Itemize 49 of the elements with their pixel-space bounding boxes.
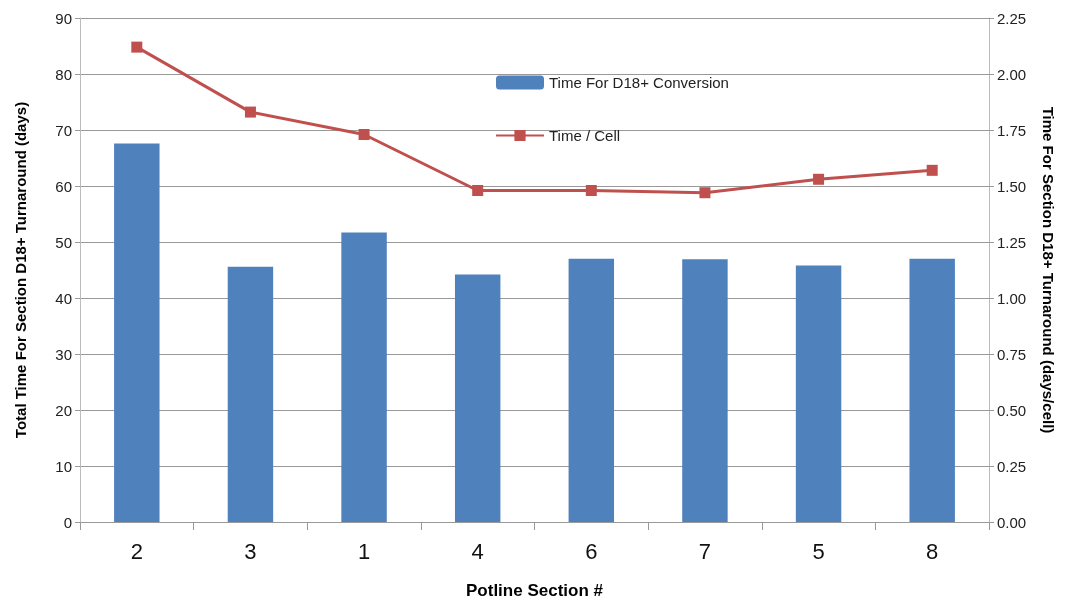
- y2-axis-title: Time For Section D18+ Turnaround (days/cell): [1040, 106, 1057, 434]
- y-axis-title: Total Time For Section D18+ Turnaround (days): [12, 101, 29, 439]
- y-tick-label: 70: [55, 121, 72, 139]
- y2-tick-label: 1.50: [997, 177, 1027, 195]
- x-tick-label: 8: [926, 538, 939, 564]
- y2-tick-label: 0.00: [997, 513, 1027, 531]
- y-tick-label: 10: [55, 457, 72, 475]
- x-tick-label: 1: [357, 538, 371, 564]
- point: [244, 106, 256, 118]
- y-tick-label: 20: [55, 401, 72, 419]
- y-tick-label: 80: [55, 65, 72, 83]
- y2-tick-label: 0.50: [997, 401, 1027, 419]
- point: [585, 184, 597, 196]
- x-tick-label: 7: [698, 538, 712, 564]
- bar: [341, 232, 387, 522]
- y-tick-label: 90: [55, 9, 72, 27]
- x-tick-label: 5: [812, 538, 825, 564]
- y2-tick-label: 0.25: [997, 457, 1027, 475]
- bar: [795, 265, 842, 522]
- y-tick-label: 60: [55, 177, 72, 195]
- y2-tick-label: 1.25: [997, 233, 1027, 251]
- y-tick-label: 40: [55, 289, 72, 307]
- y2-tick-label: 2.00: [997, 65, 1027, 83]
- y-tick-label: 50: [55, 233, 72, 251]
- bar: [568, 258, 615, 522]
- bar: [454, 274, 501, 522]
- legend-label: Time / Cell: [549, 127, 621, 144]
- point: [472, 184, 484, 196]
- y-tick-label: 0: [63, 513, 72, 531]
- point: [926, 164, 938, 176]
- y2-tick-label: 0.75: [997, 345, 1027, 363]
- bar: [114, 143, 160, 522]
- point: [131, 41, 143, 53]
- x-axis-title: Potline Section #: [466, 581, 604, 600]
- bar: [227, 266, 274, 522]
- y2-tick-label: 1.75: [997, 121, 1027, 139]
- bar: [909, 258, 955, 522]
- point: [358, 128, 370, 140]
- y2-tick-label: 1.00: [997, 289, 1027, 307]
- x-tick-label: 3: [244, 538, 257, 564]
- bar: [682, 259, 728, 522]
- point: [813, 173, 825, 185]
- x-tick-label: 4: [471, 538, 484, 564]
- x-tick-label: 6: [585, 538, 598, 564]
- y2-tick-label: 2.25: [997, 9, 1027, 27]
- legend-label: Time For D18+ Conversion: [549, 74, 729, 91]
- point: [699, 187, 711, 199]
- y-tick-label: 30: [55, 345, 72, 363]
- x-tick-label: 2: [130, 538, 143, 564]
